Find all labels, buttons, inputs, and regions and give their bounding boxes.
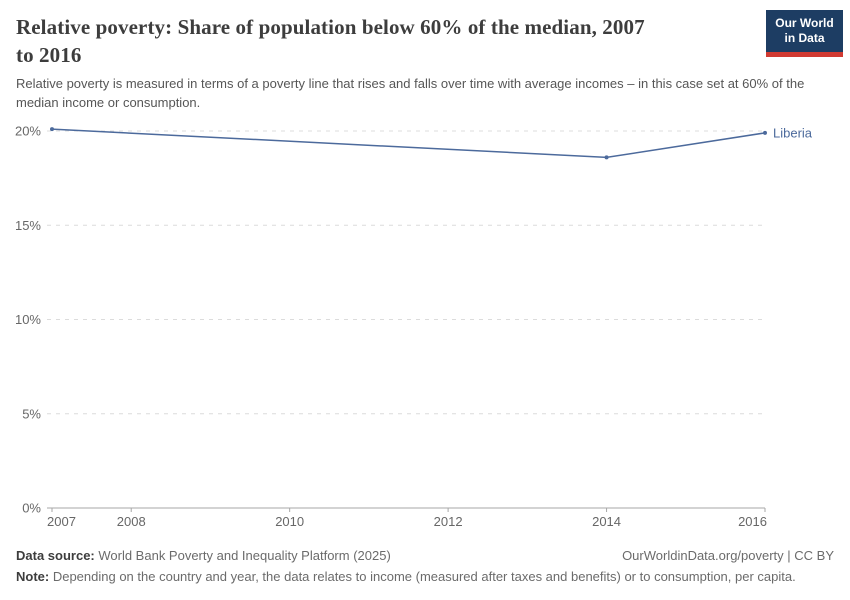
data-point-marker bbox=[763, 130, 767, 135]
note-value: Depending on the country and year, the d… bbox=[49, 569, 796, 584]
data-point-marker bbox=[604, 155, 609, 160]
data-point-marker bbox=[50, 127, 54, 132]
y-tick-label: 20% bbox=[15, 124, 41, 139]
owid-logo-line-2: in Data bbox=[784, 31, 825, 45]
x-tick-label: 2008 bbox=[117, 514, 146, 529]
x-tick-label: 2010 bbox=[275, 514, 304, 529]
x-tick-label: 2012 bbox=[434, 514, 463, 529]
x-tick-label: 2007 bbox=[47, 514, 76, 529]
y-tick-label: 10% bbox=[15, 312, 41, 327]
chart-footer: Data source: World Bank Poverty and Ineq… bbox=[16, 547, 834, 564]
owid-logo-line-1: Our World bbox=[775, 16, 834, 30]
y-tick-label: 0% bbox=[22, 501, 41, 516]
data-source-value: World Bank Poverty and Inequality Platfo… bbox=[94, 548, 391, 563]
chart-subtitle: Relative poverty is measured in terms of… bbox=[16, 76, 805, 110]
page-title: Relative poverty: Share of population be… bbox=[16, 13, 746, 69]
chart-note: Note: Depending on the country and year,… bbox=[16, 568, 834, 585]
y-tick-label: 5% bbox=[22, 406, 41, 421]
y-tick-label: 15% bbox=[15, 218, 41, 233]
owid-logo[interactable]: Our World in Data bbox=[766, 10, 843, 57]
note-label: Note: bbox=[16, 569, 50, 584]
line-chart: 0% 5% 10% 15% 20% 2007 2008 2010 2012 2014 2016 Lib… bbox=[15, 124, 813, 530]
rights-link[interactable]: OurWorldinData.org/poverty | CC BY bbox=[622, 548, 834, 563]
data-source-label: Data source: bbox=[16, 548, 95, 563]
series-line bbox=[51, 128, 766, 159]
x-tick-label: 2014 bbox=[592, 514, 621, 529]
x-tick-label: 2016 bbox=[738, 514, 767, 529]
page-title-line-2: to 2016 bbox=[16, 43, 82, 67]
page-title-line-1: Relative poverty: Share of population be… bbox=[16, 15, 645, 39]
entity-label[interactable]: Liberia bbox=[773, 125, 813, 140]
data-source: Data source: World Bank Poverty and Ineq… bbox=[16, 547, 391, 564]
